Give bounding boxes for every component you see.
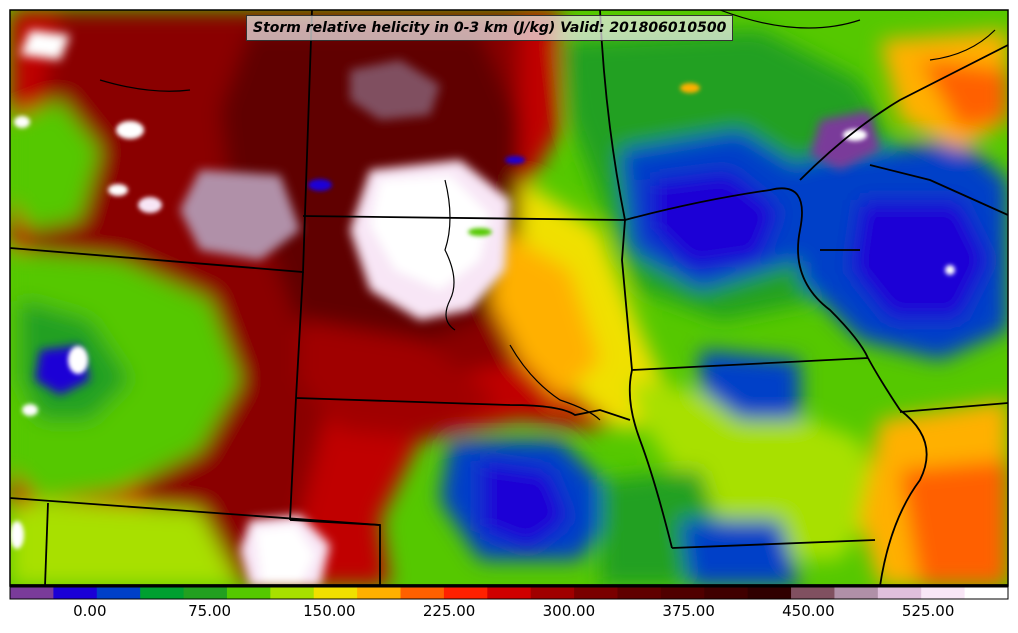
colorbar-swatch [530,587,575,599]
colorbar-swatch [964,587,1009,599]
colorbar-swatch [574,587,618,599]
colorbar [9,586,1009,600]
colorbar-swatch [400,587,445,599]
colorbar-swatch [921,587,966,599]
colorbar-tick-label: 75.00 [188,602,232,620]
colorbar-swatch [617,587,662,599]
colorbar-swatch [704,587,749,599]
colorbar-frame [9,586,1009,600]
colorbar-swatch [10,587,54,599]
colorbar-tick-label: 300.00 [542,602,596,620]
colorbar-swatch [53,587,98,599]
colorbar-swatch [140,587,185,599]
colorbar-swatch [791,587,835,599]
colorbar-tick-label: 150.00 [303,602,356,620]
colorbar-swatch [443,587,488,599]
plot-frame [9,9,1009,587]
colorbar-swatch [660,587,705,599]
colorbar-swatch [226,587,271,599]
colorbar-swatch [183,587,228,599]
field-shading [10,10,1008,586]
colorbar-swatch [313,587,358,599]
colorbar-tick-label: 225.00 [422,602,476,620]
colorbar-swatch [96,587,141,599]
colorbar-swatch [877,587,922,599]
colorbar-swatch [270,587,315,599]
colorbar-tick-label: 0.00 [73,602,107,620]
colorbar-tick-label: 525.00 [901,602,955,620]
colorbar-tick-label: 450.00 [782,602,835,620]
colorbar-swatch [487,587,532,599]
map-title: Storm relative helicity in 0-3 km (J/kg)… [246,15,734,41]
state-boundaries [10,10,1008,586]
river-lines [99,10,996,421]
colorbar-swatch [747,587,792,599]
colorbar-swatch [834,587,879,599]
colorbar-swatch [357,587,402,599]
colorbar-tick-label: 375.00 [662,602,715,620]
